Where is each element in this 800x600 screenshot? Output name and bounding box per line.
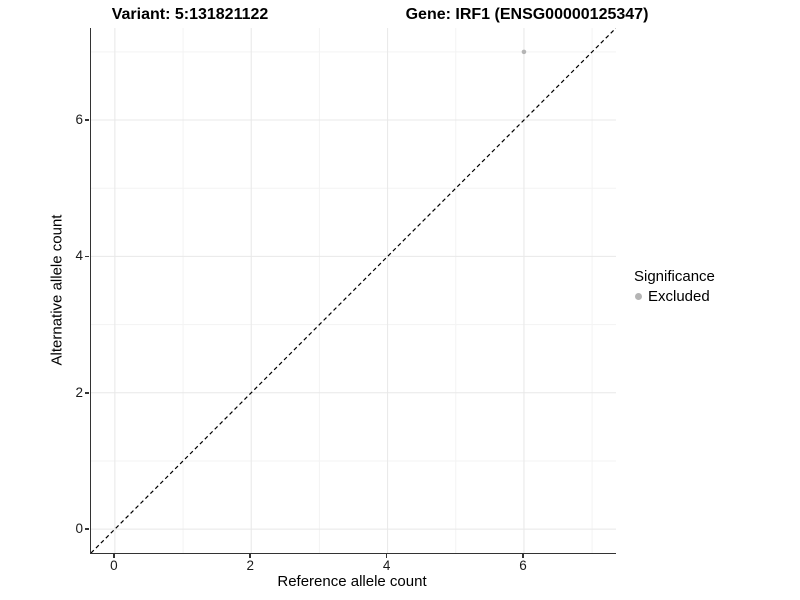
data-point [521,49,527,55]
y-tick-mark [85,392,89,394]
x-tick-label: 0 [110,558,118,573]
y-tick-mark [85,528,89,530]
y-tick-label: 4 [75,248,83,264]
x-axis-label: Reference allele count [277,573,427,590]
x-tick-mark [385,554,388,558]
y-tick-mark [85,119,89,121]
variant-title: Variant: 5:131821122 [111,6,269,23]
identity-line [91,28,616,553]
y-tick-mark [85,255,89,258]
legend-point-icon [635,293,642,300]
plot-area-svg [91,28,616,553]
x-tick-mark [113,554,115,558]
legend-item-excluded: Excluded [630,288,715,305]
x-tick-label: 6 [519,558,527,573]
legend-item-label: Excluded [648,288,710,305]
legend: Significance Excluded [630,268,715,305]
plot-panel [90,28,616,554]
x-tick-label: 4 [382,558,391,573]
gene-title: Gene: IRF1 (ENSG00000125347) [405,6,649,23]
x-tick-label: 2 [246,558,254,573]
x-tick-mark [249,554,251,558]
y-tick-label: 6 [75,112,83,128]
x-tick-mark [522,554,524,558]
y-tick-label: 2 [75,384,83,400]
y-axis-label: Alternative allele count [48,214,66,366]
legend-title: Significance [634,268,715,285]
y-tick-label: 0 [75,521,83,537]
